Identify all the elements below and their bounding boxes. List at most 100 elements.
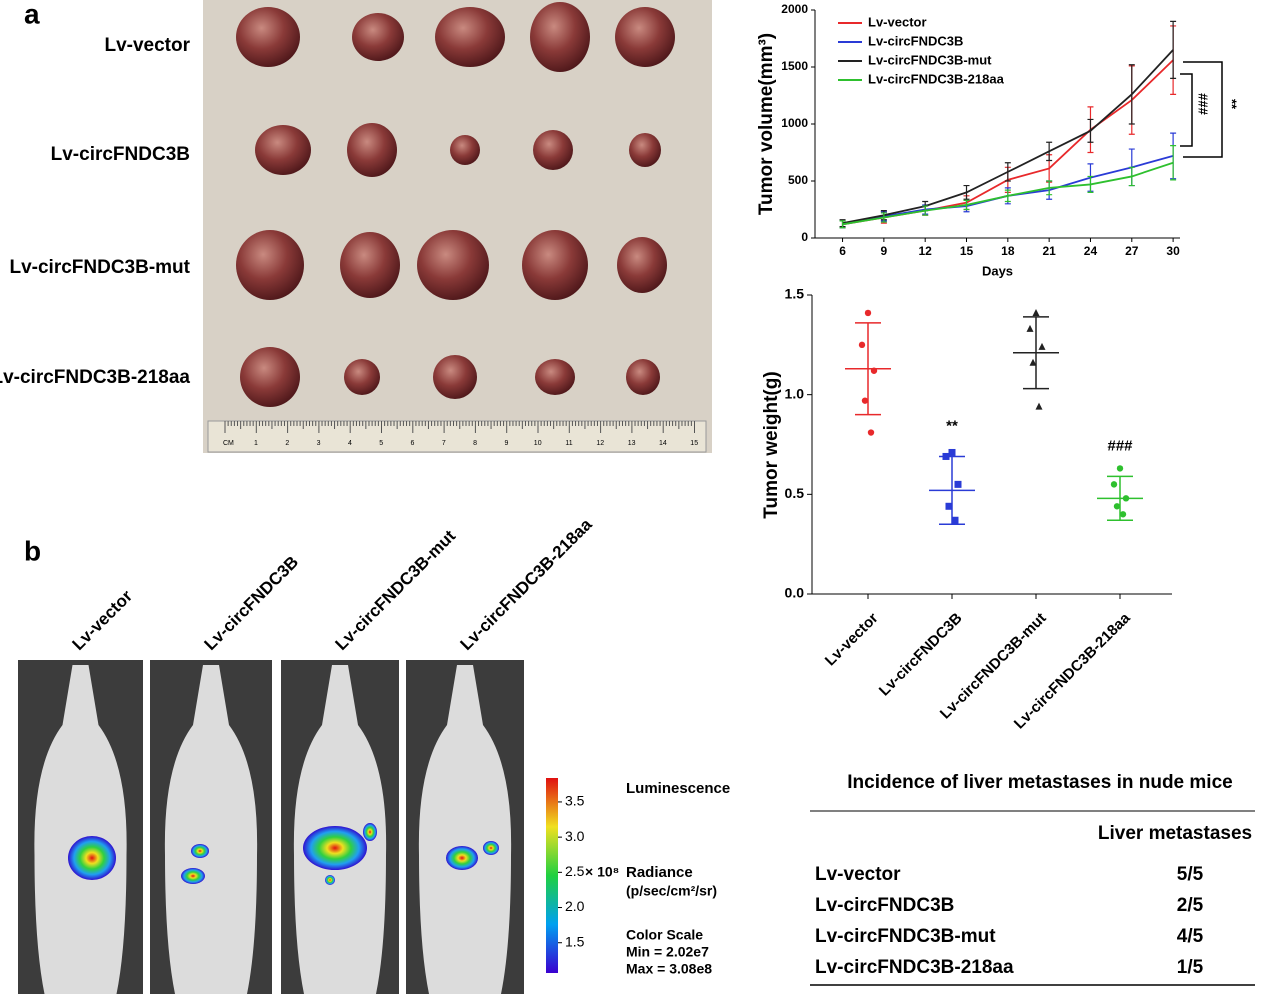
data-point <box>861 397 869 404</box>
data-point <box>1026 324 1034 332</box>
error-bar <box>880 212 887 223</box>
tumor <box>533 130 573 170</box>
table-cell: Lv-vector <box>815 864 901 885</box>
data-point <box>1113 503 1121 510</box>
colorbar-tick-label: 1.5 <box>565 933 585 949</box>
data-point <box>954 480 962 488</box>
luminescence-signal <box>483 841 499 855</box>
colorbar-min: Min = 2.02e7 <box>626 944 709 960</box>
colorbar-tick-label: 2.0 <box>565 898 585 914</box>
data-point <box>1110 481 1118 488</box>
table-cell: 4/5 <box>1177 926 1204 947</box>
y-tick-label: 500 <box>788 173 808 187</box>
x-tick-label: 15 <box>960 244 974 258</box>
luminescence-signal <box>303 826 367 870</box>
panel-letter: a <box>24 0 40 29</box>
colorbar-title: Luminescence <box>626 780 730 797</box>
ruler-number: 15 <box>690 440 698 447</box>
significance-bracket <box>1183 61 1223 158</box>
error-bar <box>963 199 970 211</box>
colorbar-tick-label: 2.5 <box>565 863 585 879</box>
x-tick-label: Lv-vector <box>822 610 882 670</box>
y-tick-label: 1.0 <box>785 385 805 401</box>
tumor <box>240 347 300 407</box>
ruler-number: 12 <box>596 440 604 447</box>
data-point <box>948 448 956 456</box>
mouse-body <box>34 665 127 994</box>
colorbar-unit: × 10⁸ <box>585 864 619 880</box>
table-cell: Lv-circFNDC3B-mut <box>815 926 996 947</box>
x-tick-label: 24 <box>1084 244 1098 258</box>
luminescence-signal <box>181 868 205 884</box>
ruler-number: 6 <box>411 440 415 447</box>
x-axis-label: Days <box>982 263 1013 278</box>
data-point <box>1032 308 1040 316</box>
x-tick-label: 9 <box>881 244 888 258</box>
ruler-number: 11 <box>565 440 572 447</box>
y-tick-label: 1500 <box>781 59 808 73</box>
x-tick-label: 21 <box>1042 244 1056 258</box>
table-title: Incidence of liver metastases in nude mi… <box>847 772 1232 793</box>
error-bar <box>1004 189 1011 203</box>
row-label: Lv-circFNDC3B-mut <box>9 257 190 278</box>
significance-label: ### <box>1196 93 1211 115</box>
luminescence-signal <box>363 823 377 841</box>
table-cell: 5/5 <box>1177 864 1204 885</box>
data-point <box>1116 465 1124 472</box>
tumor <box>433 355 477 399</box>
ruler-number: 10 <box>534 440 542 447</box>
error-bar <box>922 205 929 216</box>
image-label: Lv-circFNDC3B-218aa <box>457 515 596 654</box>
tumor <box>352 13 404 61</box>
data-point <box>864 309 872 317</box>
ruler-number: 13 <box>628 440 636 447</box>
x-tick-label: 18 <box>1001 244 1015 258</box>
row-label: Lv-vector <box>104 35 190 56</box>
ruler-number: 1 <box>254 440 258 447</box>
y-tick-label: 1000 <box>781 116 808 130</box>
y-tick-label: 0.5 <box>785 485 805 501</box>
tumor <box>530 2 590 72</box>
tumor <box>450 135 480 165</box>
luminescence-signal <box>446 846 478 870</box>
tumor <box>629 133 661 167</box>
tumor <box>340 232 400 298</box>
significance-label: ** <box>1225 99 1240 110</box>
luminescence-signal <box>325 875 335 885</box>
tumor <box>522 230 588 300</box>
significance-bracket <box>1180 73 1193 147</box>
x-tick-label: 12 <box>919 244 933 258</box>
colorbar-scale-title: Color Scale <box>626 927 703 943</box>
sd-bar <box>1023 316 1049 390</box>
legend-label: Lv-circFNDC3B <box>868 33 963 48</box>
ruler-number: 9 <box>504 440 508 447</box>
tumor <box>417 230 489 300</box>
error-bar <box>1087 118 1094 143</box>
x-tick-label: 30 <box>1166 244 1180 258</box>
error-bar <box>1087 175 1094 193</box>
data-point <box>951 516 959 524</box>
y-tick-label: 2000 <box>781 2 808 16</box>
legend-label: Lv-circFNDC3B-mut <box>868 52 992 67</box>
error-bar <box>1004 162 1011 182</box>
ruler-number: 4 <box>348 440 352 447</box>
table-cell: Lv-circFNDC3B <box>815 895 954 916</box>
ruler-number: 2 <box>285 440 289 447</box>
tumor <box>435 7 505 67</box>
sd-bar <box>1107 475 1133 521</box>
luminescence-signal <box>68 836 116 880</box>
y-tick-label: 0.0 <box>785 585 805 601</box>
table-cell: 2/5 <box>1177 895 1204 916</box>
ruler-number: 3 <box>317 440 321 447</box>
table-header: Liver metastases <box>1098 823 1252 844</box>
data-point <box>1119 511 1127 518</box>
error-bar <box>839 220 846 229</box>
row-label: Lv-circFNDC3B <box>51 144 190 165</box>
ruler-unit: CM <box>223 440 234 447</box>
tumor <box>626 359 660 395</box>
data-point <box>1035 402 1043 410</box>
table-cell: Lv-circFNDC3B-218aa <box>815 957 1014 978</box>
ruler-number: 5 <box>379 440 383 447</box>
mouse-body <box>418 665 512 994</box>
y-axis-label: Tumor weight(g) <box>761 371 782 518</box>
